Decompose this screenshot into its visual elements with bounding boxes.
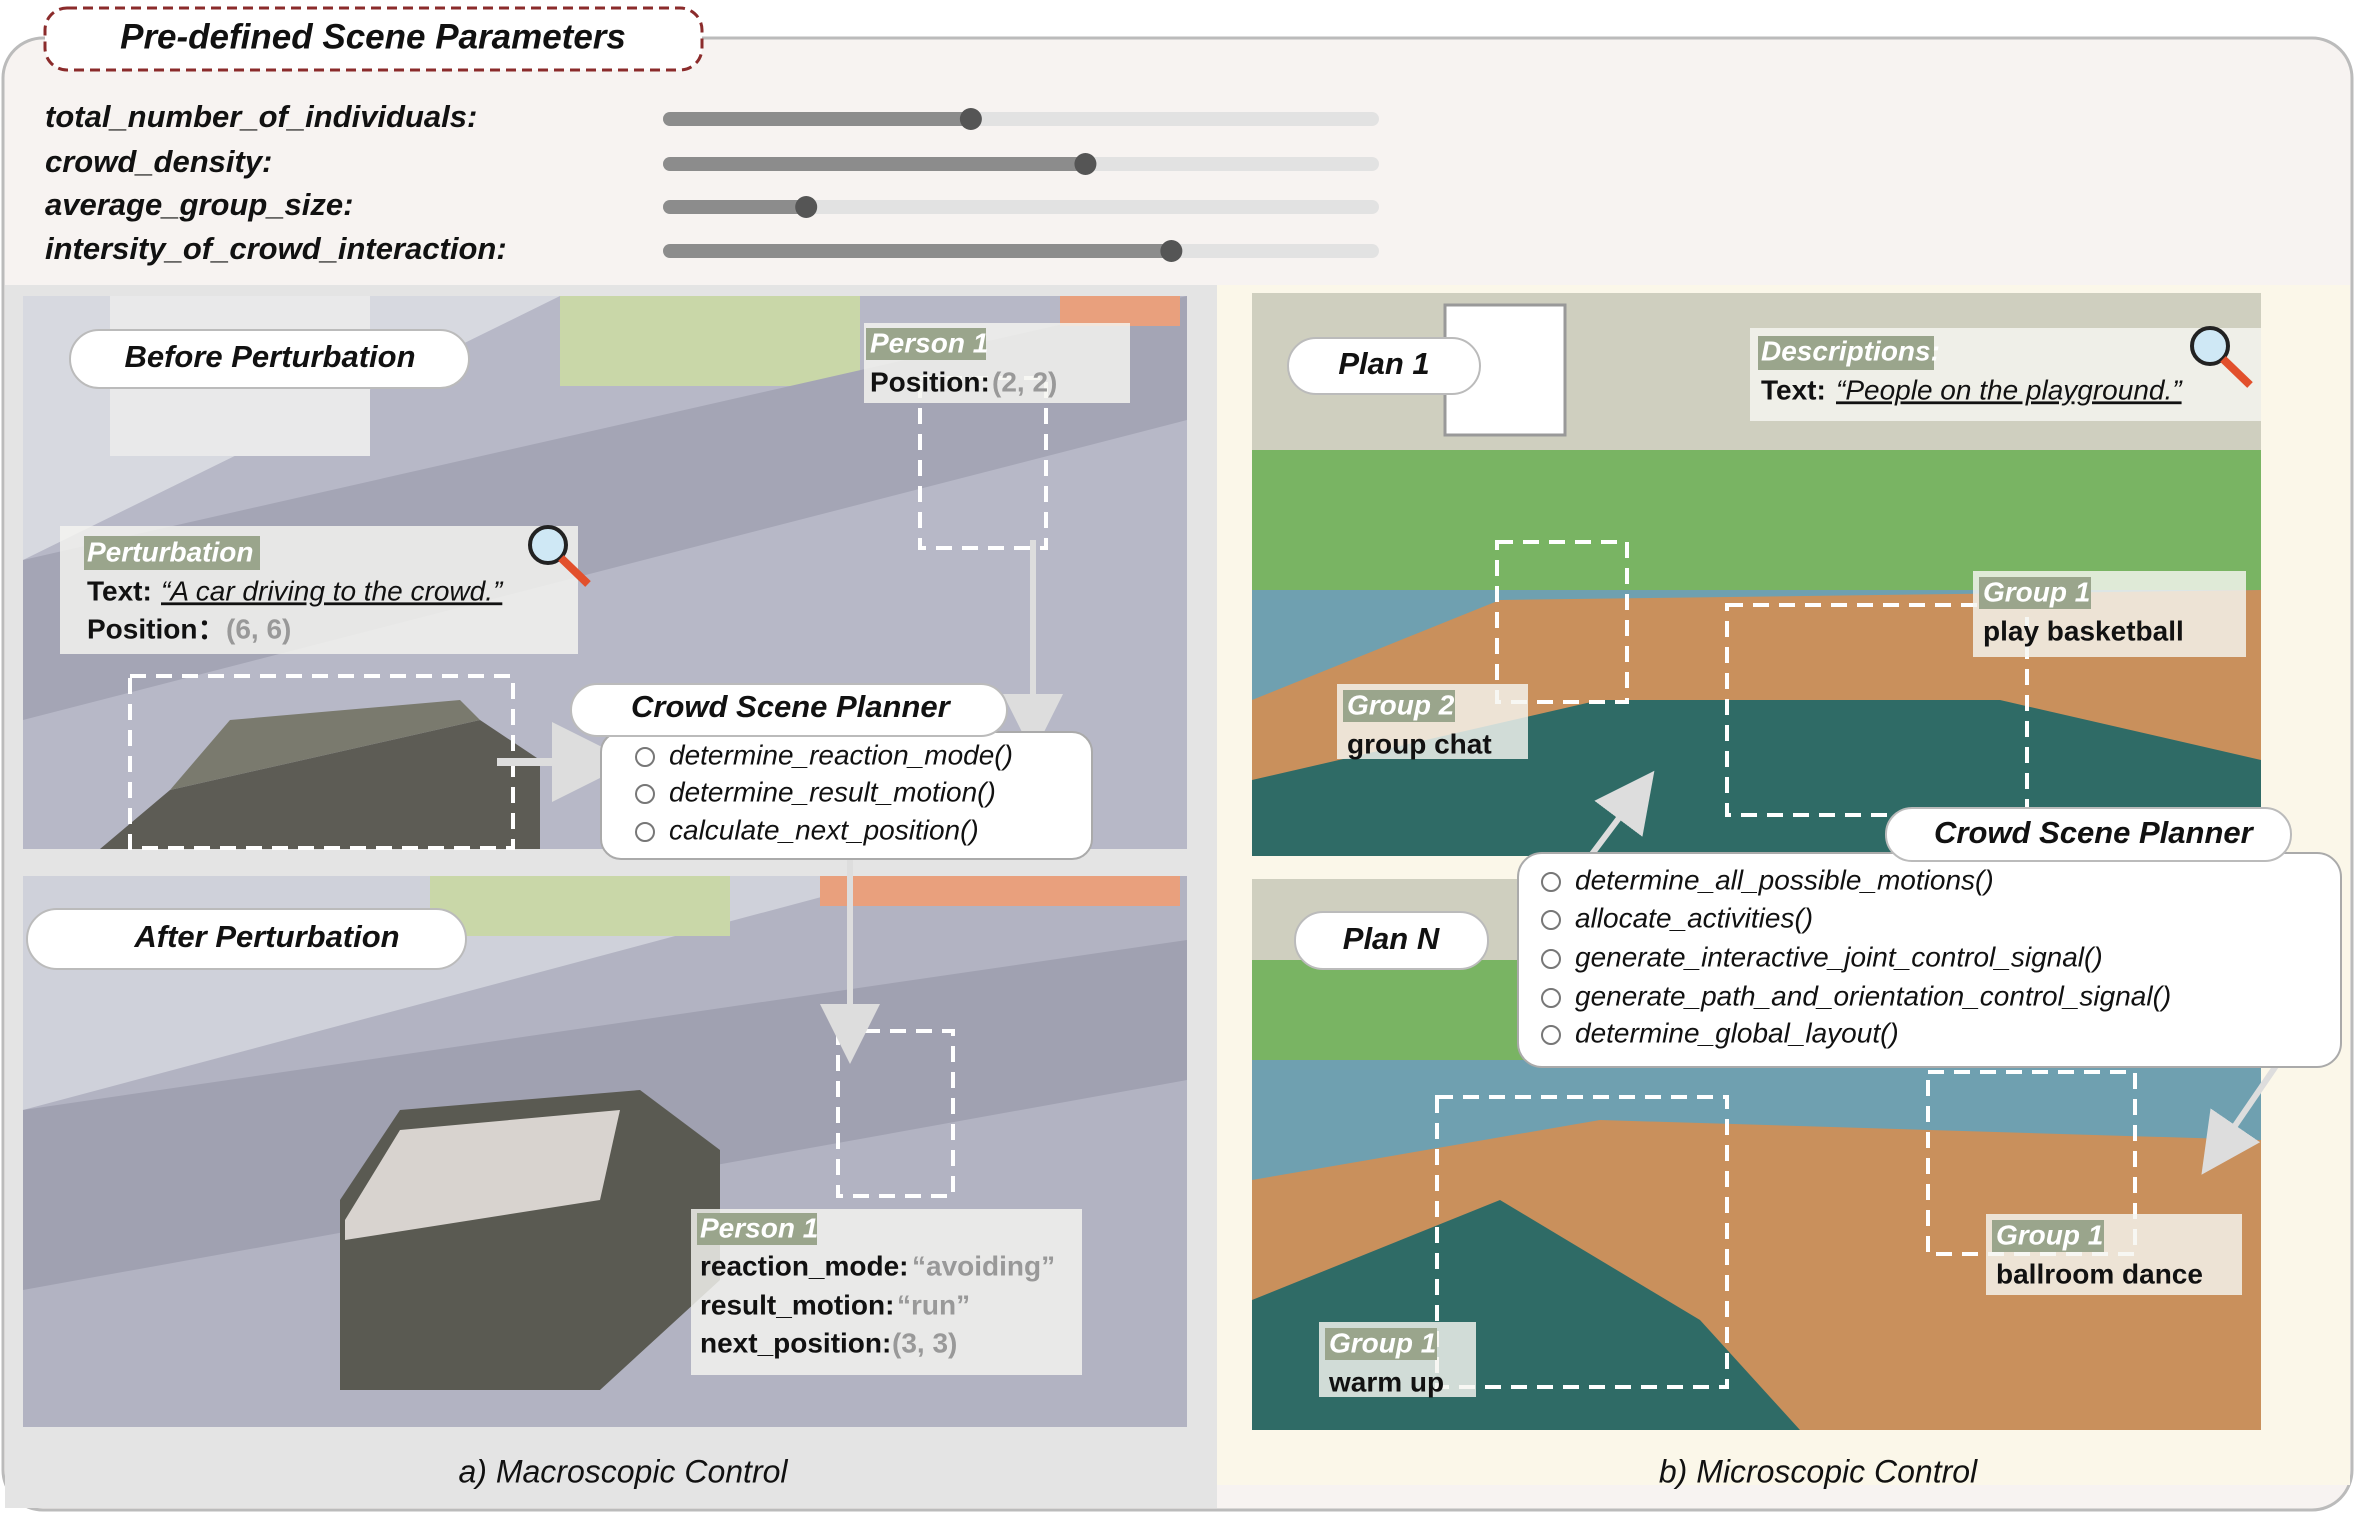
key: Text: — [87, 575, 152, 606]
value: “A car driving to the crowd.” — [161, 575, 504, 606]
heading: Person 1 — [700, 1212, 818, 1243]
parameters: total_number_of_individuals: crowd_densit… — [45, 99, 1379, 266]
heading: Group 2 — [1347, 689, 1455, 720]
function-name: determine_reaction_mode() — [669, 739, 1013, 770]
key: next_position: — [700, 1327, 891, 1358]
group-activity: play basketball — [1983, 615, 2184, 646]
slider-fill — [663, 157, 1086, 171]
heading: Perturbation — [87, 536, 253, 567]
function-name: determine_result_motion() — [669, 776, 996, 807]
magnifier-icon — [2220, 356, 2253, 388]
heading-bg — [84, 536, 260, 570]
heading-bg — [866, 328, 986, 360]
slider-knob — [795, 196, 818, 218]
value: “avoiding” — [912, 1250, 1055, 1281]
value: (6, 6) — [226, 613, 291, 644]
plan-label: Plan N — [1343, 921, 1440, 956]
slider-knob — [959, 108, 982, 130]
heading-bg — [1758, 336, 1934, 370]
plan-label: Plan 1 — [1338, 346, 1429, 381]
label-pill — [1294, 911, 1489, 970]
function-icon — [635, 822, 655, 842]
arrow — [2201, 1058, 2283, 1175]
label-pill — [69, 329, 470, 389]
key: result_motion: — [700, 1289, 894, 1320]
group-activity: ballroom dance — [1996, 1258, 2203, 1289]
function-name: generate_interactive_joint_control_signa… — [1575, 941, 2103, 972]
group-activity: group chat — [1347, 728, 1492, 759]
heading-bg — [1325, 1328, 1437, 1360]
key: Text: — [1761, 374, 1826, 405]
groups: Group 1 play basketball Group 2 group chat G… — [1319, 571, 2246, 1397]
heading: Group 1 — [1983, 576, 2090, 607]
value: “run” — [897, 1289, 970, 1320]
key: Position: — [870, 366, 990, 397]
function-name: allocate_activities() — [1575, 902, 1813, 933]
key: Position： — [87, 613, 225, 644]
caption: a) Macroscopic Control — [459, 1453, 789, 1489]
function-list: determine_reaction_mode() determine_resul… — [635, 739, 1013, 845]
function-name: determine_global_layout() — [1575, 1017, 1899, 1048]
magnifier-icon — [558, 555, 591, 587]
slider-fill — [663, 244, 1172, 258]
label-pill — [1287, 337, 1481, 395]
before-label: Before Perturbation — [124, 339, 415, 374]
parameter-label: intersity_of_crowd_interaction: — [45, 231, 507, 266]
title: Pre-defined Scene Parameters — [120, 17, 626, 56]
slider-fill — [663, 112, 971, 126]
function-icon — [635, 747, 655, 767]
slider-fill — [663, 200, 807, 214]
function-icon — [635, 784, 655, 804]
magnifier-icon — [2190, 326, 2230, 366]
heading: Group 1 — [1996, 1219, 2103, 1250]
function-icon — [1541, 1025, 1561, 1045]
planner-title: Crowd Scene Planner — [631, 689, 952, 724]
value: “People on the playground.” — [1836, 374, 2183, 405]
parameter-label: crowd_density: — [45, 144, 272, 179]
slider-track — [663, 200, 1379, 214]
magnifier-icon — [528, 525, 568, 565]
planner-title-pill — [1885, 807, 2292, 862]
slider-knob — [1074, 153, 1097, 175]
heading: Descriptions: — [1761, 335, 1940, 366]
key: reaction_mode: — [700, 1250, 909, 1281]
function-list: determine_all_possible_motions() allocate… — [1541, 864, 2171, 1048]
function-name: determine_all_possible_motions() — [1575, 864, 1994, 895]
heading-bg — [1979, 577, 2091, 609]
value: (2, 2) — [992, 366, 1057, 397]
caption: b) Microscopic Control — [1659, 1453, 1978, 1489]
group-activity: warm up — [1328, 1366, 1444, 1397]
label-pill — [26, 908, 467, 970]
value: (3, 3) — [892, 1327, 957, 1358]
heading-bg — [697, 1213, 817, 1245]
function-name: generate_path_and_orientation_control_si… — [1575, 980, 2171, 1011]
function-icon — [1541, 910, 1561, 930]
parameter-label: total_number_of_individuals: — [45, 99, 477, 134]
function-icon — [1541, 988, 1561, 1008]
parameter-label: average_group_size: — [45, 187, 353, 222]
heading: Person 1 — [870, 327, 988, 358]
title-box — [43, 6, 704, 72]
heading: Group 1 — [1329, 1327, 1436, 1358]
slider-knob — [1160, 240, 1183, 262]
function-name: calculate_next_position() — [669, 814, 979, 845]
planner-title: Crowd Scene Planner — [1934, 815, 2255, 850]
planner-title-pill — [570, 683, 1008, 737]
heading-bg — [1343, 690, 1455, 722]
function-icon — [1541, 872, 1561, 892]
heading-bg — [1992, 1220, 2104, 1252]
after-label: After Perturbation — [133, 919, 399, 954]
info-rows: reaction_mode: “avoiding” result_motion: “r… — [700, 1250, 1055, 1358]
scene-after — [23, 876, 1187, 1427]
function-icon — [1541, 949, 1561, 969]
